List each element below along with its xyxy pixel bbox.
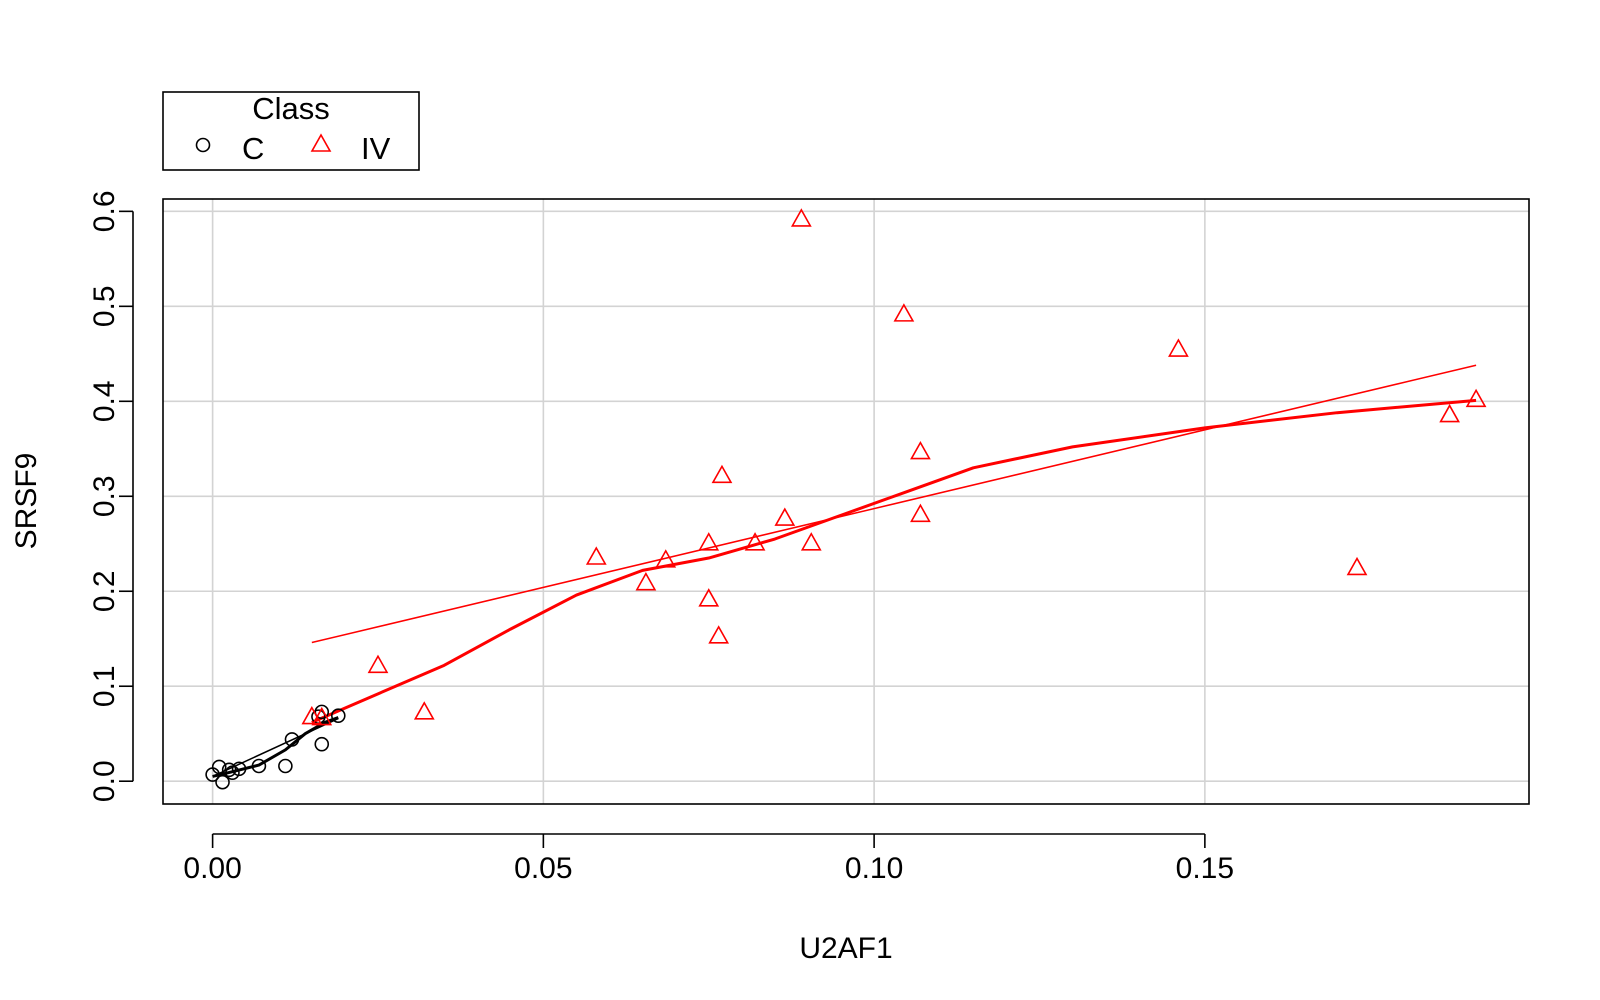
legend-label-iv: IV <box>361 131 391 166</box>
data-point-iv <box>1465 388 1487 408</box>
data-point-iv <box>744 532 766 551</box>
data-point-iv <box>1168 338 1189 357</box>
data-point-iv <box>790 208 812 227</box>
y-tick-label: 0.1 <box>88 665 121 707</box>
y-tick-label: 0.0 <box>88 760 121 802</box>
data-point-iv <box>893 303 915 322</box>
data-point-c <box>330 708 346 723</box>
data-point-iv <box>301 705 323 725</box>
data-point-iv <box>655 549 677 568</box>
data-point-iv <box>910 440 931 460</box>
fit-lines <box>212 364 1477 778</box>
data-point-c <box>284 732 300 747</box>
data-point-c <box>278 758 293 774</box>
data-point-iv <box>910 503 931 523</box>
data-point-iv <box>1346 556 1368 576</box>
smooth-line-iv <box>311 398 1477 724</box>
legend-title: Class <box>252 91 330 126</box>
data-point-c <box>251 758 267 774</box>
data-point-iv <box>698 588 720 607</box>
legend-box <box>162 91 420 171</box>
data-point-iv <box>1439 403 1460 423</box>
grid-lines <box>163 199 1529 804</box>
data-point-iv <box>311 706 333 726</box>
plot-frame <box>162 198 1530 805</box>
data-point-iv <box>711 464 733 484</box>
axes: 0.00 0.05 0.10 0.15 0.0 0.1 0.2 0.3 0.4 0.5 0.6 <box>88 190 1234 885</box>
legend: Class C IV <box>162 91 420 171</box>
y-tick-label: 0.2 <box>88 570 121 612</box>
data-point-c <box>221 762 237 778</box>
y-tick-label: 0.6 <box>88 190 121 232</box>
data-point-iv <box>585 546 607 565</box>
data-point-c <box>231 761 247 777</box>
data-point-iv <box>413 701 435 720</box>
y-tick-label: 0.5 <box>88 285 121 327</box>
data-point-c <box>215 774 230 790</box>
data-point-iv <box>800 532 822 551</box>
data-points <box>205 208 1487 790</box>
legend-label-c: C <box>242 131 264 166</box>
x-axis-title: U2AF1 <box>799 932 892 965</box>
x-tick-label: 0.15 <box>1176 852 1234 885</box>
data-point-c <box>314 704 330 720</box>
legend-circle-marker-icon <box>195 137 211 153</box>
data-point-iv <box>635 572 657 591</box>
y-tick-label: 0.4 <box>88 380 121 422</box>
data-point-iv <box>698 532 720 551</box>
data-point-c <box>211 759 227 775</box>
regression-line-iv <box>311 364 1477 644</box>
data-point-c <box>314 736 330 752</box>
x-tick-label: 0.05 <box>514 852 572 885</box>
x-tick-label: 0.00 <box>183 852 241 885</box>
y-axis-title: SRSF9 <box>10 453 43 550</box>
data-point-iv <box>774 507 796 526</box>
data-point-iv <box>367 654 389 674</box>
x-tick-label: 0.10 <box>845 852 903 885</box>
legend-triangle-marker-icon <box>310 133 332 152</box>
y-tick-label: 0.3 <box>88 475 121 517</box>
data-point-iv <box>708 625 730 644</box>
